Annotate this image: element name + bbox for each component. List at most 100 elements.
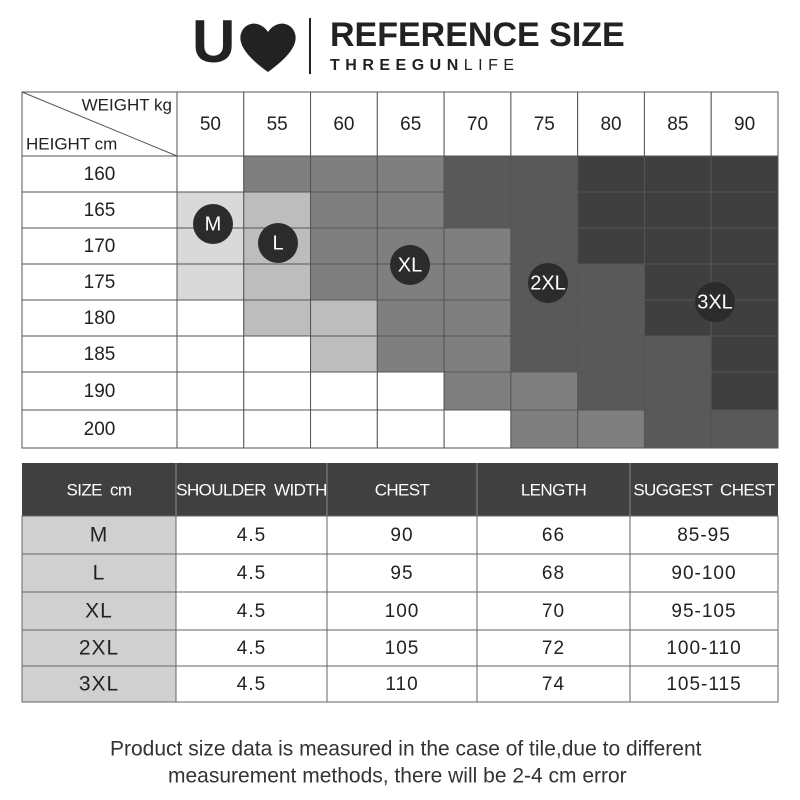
size-cell: [310, 263, 378, 301]
table-cell: [476, 665, 631, 703]
size-cell: [376, 409, 445, 449]
size-cell: [710, 409, 779, 449]
measurement-value: 90: [390, 525, 413, 546]
table-cell: [629, 629, 779, 667]
table-cell: [476, 629, 631, 667]
size-cell: [176, 409, 245, 449]
height-label: 185: [84, 344, 116, 365]
height-label: 170: [84, 236, 116, 257]
measurement-value: 90-100: [671, 563, 736, 584]
size-marker: [258, 223, 298, 263]
size-cell: [310, 191, 378, 229]
size-marker-label: XL: [398, 254, 422, 276]
size-cell: [643, 335, 712, 373]
note-line: measurement methods, there will be 2-4 c…: [168, 765, 627, 788]
size-cell: [243, 191, 312, 229]
size-marker-label: 2XL: [530, 272, 566, 294]
size-marker-label: M: [205, 213, 222, 235]
height-label: 160: [84, 164, 116, 185]
measurement-value: 85-95: [677, 525, 731, 546]
measurement-value: 4.5: [237, 674, 266, 695]
measurement-value: 68: [542, 563, 565, 584]
weight-cell: [577, 91, 645, 157]
size-cell: [443, 299, 512, 337]
table-cell: [629, 553, 779, 593]
size-cell: [443, 263, 512, 301]
table-cell: [326, 553, 478, 593]
measurement-value: 4.5: [237, 601, 266, 622]
size-name: 2XL: [79, 637, 119, 660]
measurement-value: 110: [385, 674, 418, 695]
height-label: 180: [84, 308, 116, 329]
measurement-value: 105-115: [666, 674, 741, 695]
size-name: L: [93, 562, 106, 585]
weight-label: 85: [667, 114, 688, 135]
measurement-value: 72: [542, 638, 565, 659]
size-marker-label: 3XL: [697, 291, 733, 313]
size-cell: [310, 335, 378, 373]
weight-label: 55: [267, 114, 288, 135]
weight-cell: [376, 91, 445, 157]
size-cell: [376, 155, 445, 193]
weight-cell: [443, 91, 512, 157]
measurement-value: 70: [542, 601, 565, 622]
measurement-value: 74: [542, 674, 565, 695]
measurement-value: 66: [542, 525, 565, 546]
size-cell: [577, 155, 645, 193]
table-cell: [476, 591, 631, 631]
size-marker: [695, 282, 735, 322]
measurement-value: 105: [385, 638, 420, 659]
column-header: SUGGEST CHEST: [633, 480, 775, 499]
height-cell: [21, 409, 178, 449]
size-cell: [310, 409, 378, 449]
size-cell: [643, 409, 712, 449]
size-cell: [176, 299, 245, 337]
size-cell: [243, 409, 312, 449]
size-cell: [310, 155, 378, 193]
size-cell: [643, 371, 712, 411]
column-header: SIZE cm: [67, 480, 132, 499]
size-cell: [176, 335, 245, 373]
size-cell: [510, 299, 579, 337]
size-cell: [710, 227, 779, 265]
size-cell: [443, 227, 512, 265]
size-cell: [510, 409, 579, 449]
size-cell: [710, 335, 779, 373]
table-cell: [326, 665, 478, 703]
weight-cell: [176, 91, 245, 157]
size-cell: [310, 371, 378, 411]
size-cell: [577, 227, 645, 265]
size-cell: [176, 371, 245, 411]
brand-name: THREEGUN: [330, 57, 464, 74]
brand-suffix: LIFE: [464, 57, 520, 74]
size-cell: [443, 191, 512, 229]
size-cell: [376, 335, 445, 373]
weight-label: 80: [600, 114, 621, 135]
size-cell: [577, 409, 645, 449]
size-cell: [510, 227, 579, 265]
size-cell: [510, 371, 579, 411]
size-cell: [643, 155, 712, 193]
corner-diagonal: [21, 91, 178, 157]
height-cell: [21, 191, 178, 229]
size-cell: [310, 299, 378, 337]
table-header: [22, 463, 778, 516]
weight-axis-label: WEIGHT kg: [82, 95, 172, 114]
weight-label: 65: [400, 114, 421, 135]
weight-cell: [243, 91, 312, 157]
measurement-value: 95: [390, 563, 413, 584]
table-cell: [629, 591, 779, 631]
size-cell: [243, 155, 312, 193]
table-cell: [175, 665, 328, 703]
size-cell: [443, 371, 512, 411]
height-label: 175: [84, 272, 116, 293]
weight-cell: [710, 91, 779, 157]
table-cell: [21, 591, 177, 631]
table-cell: [175, 629, 328, 667]
height-label: 190: [84, 381, 116, 402]
measurement-value: 4.5: [237, 525, 266, 546]
size-marker: [193, 204, 233, 244]
size-cell: [577, 335, 645, 373]
size-cell: [510, 191, 579, 229]
